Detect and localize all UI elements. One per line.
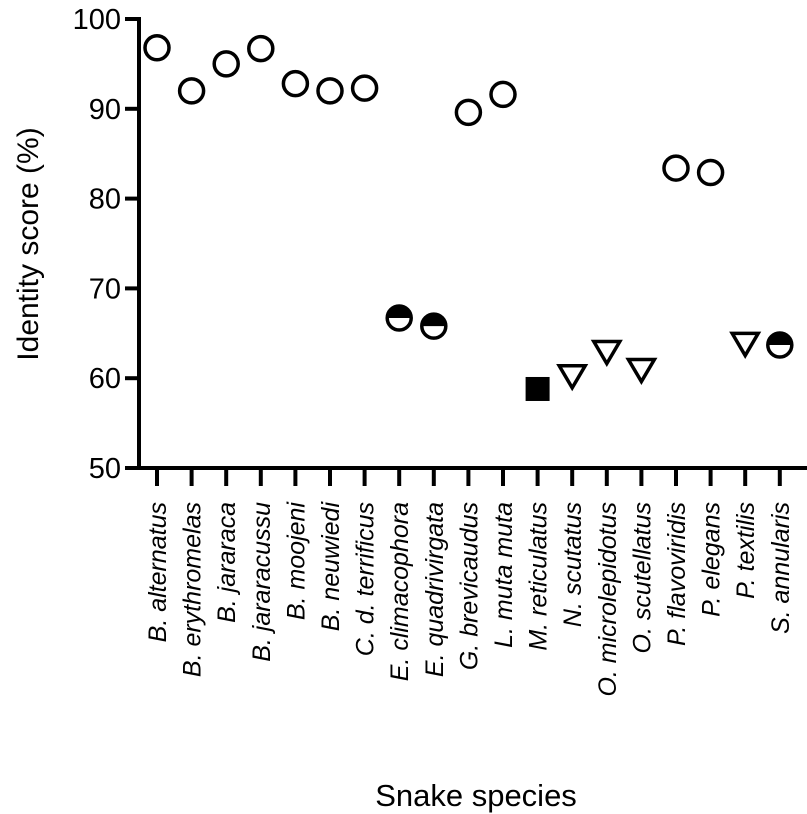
- open-circle-point: [662, 154, 690, 182]
- open-circle-point: [316, 77, 344, 105]
- x-tick-label: G. brevicaudus: [455, 502, 483, 670]
- point-outline: [385, 304, 413, 332]
- x-tick-label: P. flavoviridis: [663, 502, 691, 646]
- open-circle-point: [454, 98, 483, 127]
- x-tick-label: E. quadrivirgata: [421, 502, 449, 677]
- open-triangle-point: [625, 357, 658, 386]
- axes: [137, 17, 807, 470]
- x-tick-label: B. jararaca: [213, 502, 241, 623]
- data-points: [143, 33, 794, 401]
- x-tick-label: S. annularis: [767, 502, 795, 634]
- filled-square-point: [525, 376, 550, 401]
- x-tick-label: L. muta muta: [490, 502, 518, 648]
- open-triangle-point: [729, 331, 762, 359]
- x-tick-label: B. moojeni: [282, 501, 310, 621]
- x-tick-label: E. climacophora: [386, 502, 414, 681]
- y-axis-label: Identity score (%): [12, 127, 45, 360]
- y-tick-label: 80: [89, 184, 121, 216]
- half-filled-circle-point: [385, 304, 413, 332]
- x-axis-ticks: B. alternatus B. erythromelas B. jararaca B…: [144, 468, 795, 697]
- x-tick-label: B. jararacussu: [248, 502, 276, 662]
- open-circle-point: [212, 50, 240, 78]
- x-axis-label: Snake species: [375, 778, 577, 813]
- open-circle-point: [177, 77, 206, 105]
- y-tick-label: 100: [73, 4, 121, 36]
- x-tick-label: B. alternatus: [144, 502, 172, 642]
- half-filled-circle-point: [420, 312, 448, 340]
- x-tick-label: C. d. terrificus: [352, 502, 380, 656]
- x-tick-label: O. microlepidotus: [594, 502, 622, 697]
- y-axis-ticks: 50 60 70 80 90 100: [73, 4, 139, 485]
- y-tick-label: 90: [89, 94, 121, 126]
- open-triangle-point: [590, 339, 623, 368]
- x-tick-label: M. reticulatus: [525, 502, 553, 651]
- y-tick-label: 70: [89, 273, 121, 305]
- point-outline: [766, 331, 794, 359]
- x-tick-label: P. elegans: [698, 502, 726, 617]
- y-tick-label: 60: [89, 363, 121, 395]
- x-tick-label: B. erythromelas: [179, 502, 207, 677]
- open-circle-point: [350, 74, 379, 102]
- open-circle-point: [247, 34, 275, 63]
- x-tick-label: B. neuwiedi: [317, 501, 345, 632]
- open-triangle-point: [556, 364, 589, 392]
- x-tick-label: P. textilis: [732, 502, 760, 599]
- open-circle-point: [489, 80, 517, 109]
- open-circle-point: [281, 69, 310, 98]
- y-tick-label: 50: [89, 453, 121, 485]
- x-tick-label: N. scutatus: [559, 502, 587, 627]
- half-filled-circle-point: [766, 331, 794, 359]
- x-tick-label: O. scutellatus: [628, 502, 656, 653]
- open-circle-point: [696, 158, 725, 187]
- open-circle-point: [143, 33, 171, 62]
- point-outline: [420, 312, 448, 340]
